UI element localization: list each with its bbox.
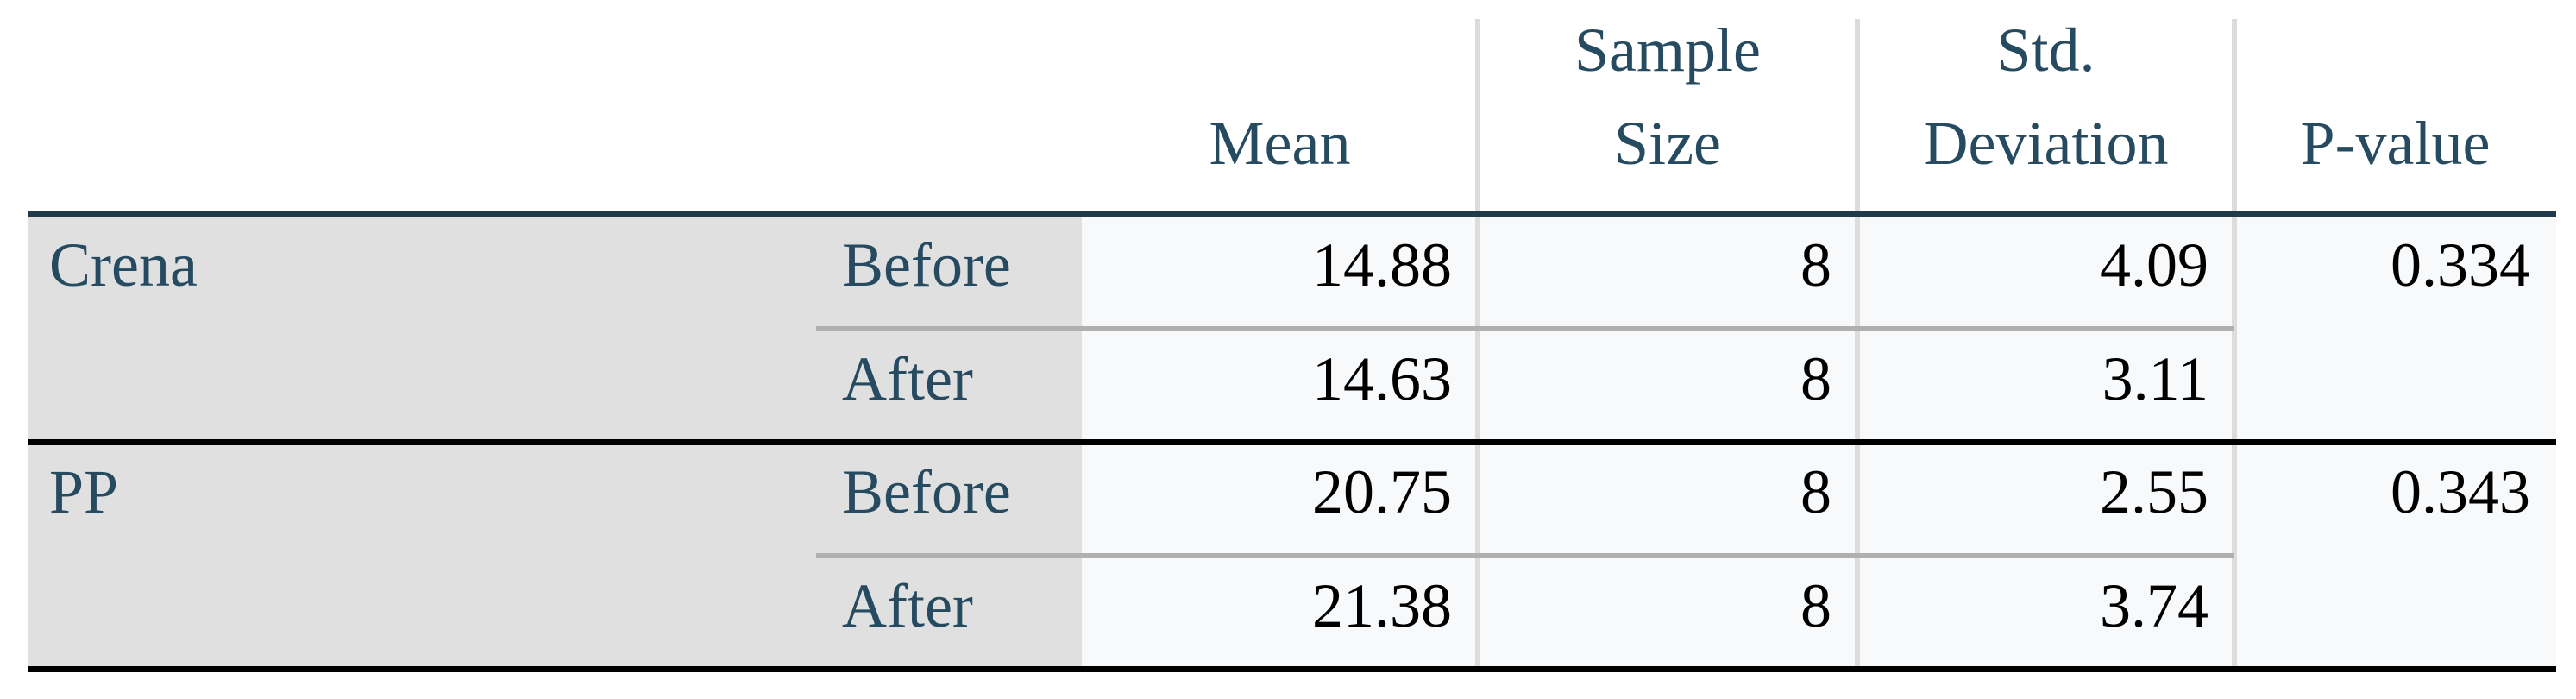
- column-header: Deviation: [1923, 109, 2169, 178]
- column-separator: [1855, 19, 1860, 669]
- cell-value: 20.75: [1312, 457, 1452, 526]
- group-line: [28, 439, 2556, 445]
- cell-value: 8: [1800, 230, 1831, 299]
- cell-value: 8: [1800, 570, 1831, 640]
- cell-value: 21.38: [1312, 570, 1452, 640]
- cell-value: 14.88: [1312, 230, 1452, 299]
- cell-value: 14.63: [1312, 343, 1452, 413]
- header-line: [28, 211, 2556, 217]
- cell-value: 3.11: [2102, 343, 2208, 413]
- bottom-line: [28, 666, 2556, 672]
- row-label: After: [842, 343, 973, 413]
- column-header: Mean: [1209, 109, 1351, 178]
- row-separator: [816, 552, 2234, 558]
- cell-value: 8: [1800, 343, 1831, 413]
- column-header: Size: [1614, 109, 1721, 178]
- cell-value: 4.09: [2100, 230, 2208, 299]
- p-value: 0.334: [2391, 230, 2530, 299]
- row-label: Before: [842, 230, 1011, 299]
- row-label: Before: [842, 457, 1011, 526]
- column-separator: [1475, 19, 1480, 669]
- group-label: PP: [49, 457, 119, 526]
- group-label: Crena: [49, 230, 198, 299]
- row-label: After: [842, 570, 973, 640]
- cell-value: 2.55: [2100, 457, 2208, 526]
- p-value: 0.343: [2391, 457, 2530, 526]
- column-separator: [2232, 19, 2237, 669]
- cell-value: 8: [1800, 457, 1831, 526]
- column-header: Std.: [1996, 16, 2095, 85]
- row-separator: [816, 325, 2234, 331]
- cell-value: 3.74: [2100, 570, 2208, 640]
- column-header: Sample: [1574, 16, 1761, 85]
- column-header: P-value: [2300, 109, 2491, 178]
